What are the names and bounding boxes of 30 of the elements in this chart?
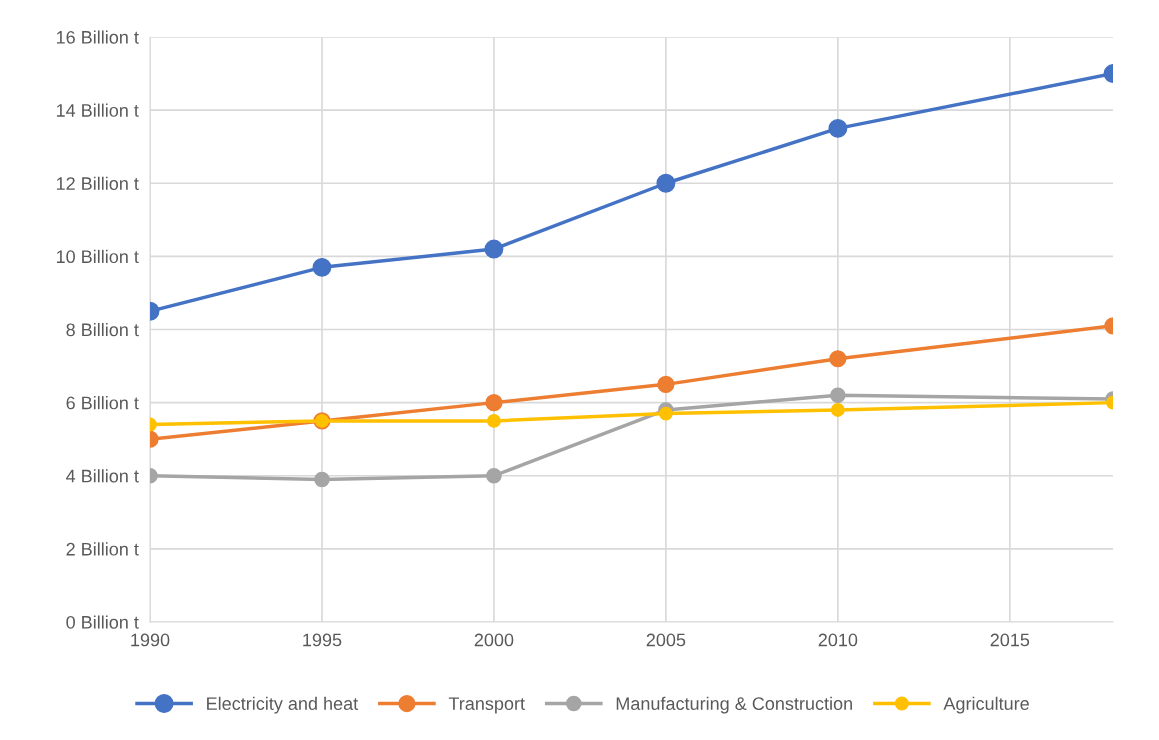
- y-tick-label: 12 Billion t: [56, 176, 139, 190]
- y-tick-label: 10 Billion t: [56, 249, 139, 264]
- point: [830, 387, 846, 404]
- x-tick-label: 2000: [474, 633, 514, 647]
- y-tick-label: 0 Billion t: [66, 615, 139, 629]
- legend-label: Manufacturing & Construction: [616, 696, 852, 714]
- legend-label: Electricity and heat: [207, 696, 359, 714]
- x-tick-label: 1995: [303, 633, 342, 647]
- x-tick-label: 2005: [646, 633, 686, 647]
- point: [658, 406, 673, 421]
- x-tick-label: 2010: [818, 633, 858, 647]
- point: [485, 394, 503, 412]
- point: [657, 375, 675, 393]
- x-tick-label: 1990: [131, 633, 170, 647]
- point: [830, 402, 845, 417]
- point: [656, 173, 676, 193]
- y-tick-label: 14 Billion t: [56, 103, 139, 117]
- point: [484, 239, 504, 259]
- y-tick-label: 4 Billion t: [66, 469, 139, 483]
- legend-label: Agriculture: [943, 696, 1029, 714]
- y-tick-label: 6 Billion t: [66, 396, 139, 410]
- x-tick-label: 2015: [990, 633, 1030, 647]
- point: [486, 413, 501, 428]
- point: [829, 350, 847, 368]
- legend-label: Transport: [448, 697, 525, 714]
- y-tick-label: 16 Billion t: [56, 30, 139, 44]
- point: [486, 467, 502, 484]
- y-tick-label: 8 Billion t: [66, 322, 139, 337]
- point: [828, 118, 848, 138]
- y-tick-label: 2 Billion t: [66, 542, 139, 556]
